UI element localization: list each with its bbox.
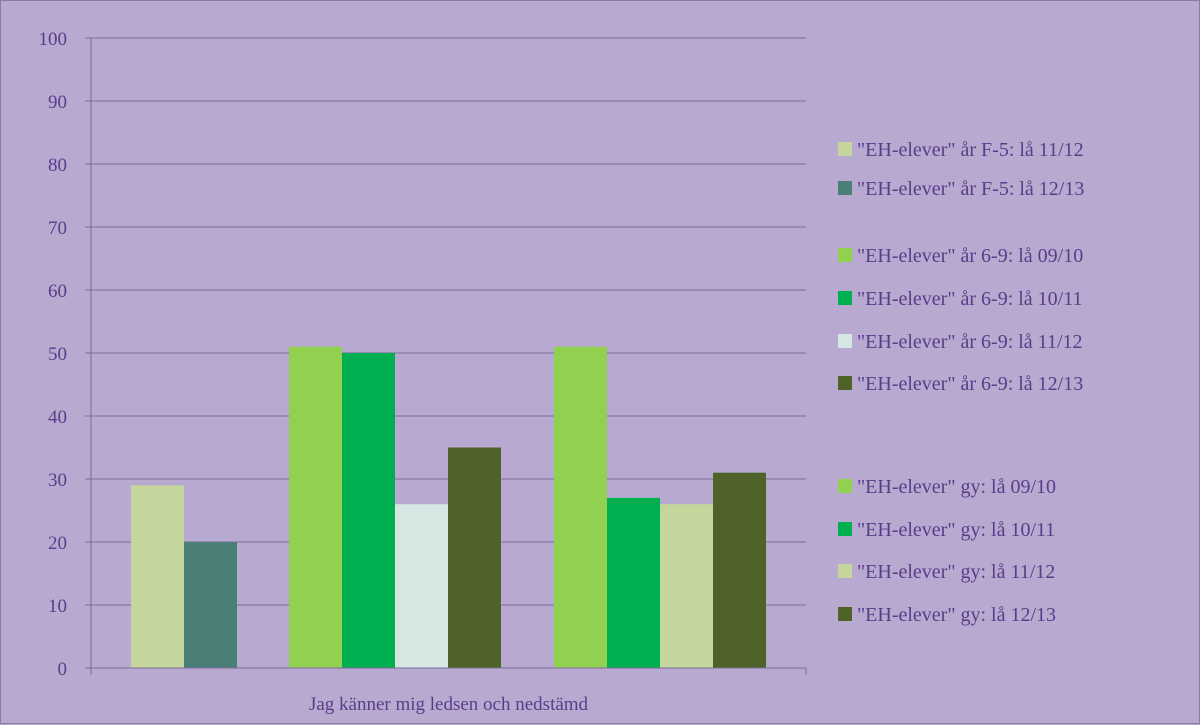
legend-label: "EH-elever" år F-5: lå 12/13	[857, 178, 1084, 200]
bars	[131, 346, 766, 668]
bar	[448, 447, 501, 668]
legend-label: "EH-elever" gy: lå 09/10	[857, 476, 1056, 498]
bar	[342, 353, 395, 668]
legend-swatch	[838, 564, 852, 578]
bar	[607, 497, 660, 668]
y-tick-label: 30	[48, 470, 67, 491]
y-tick-label: 90	[48, 92, 67, 113]
legend-label: "EH-elever" gy: lå 11/12	[857, 561, 1055, 583]
y-tick-label: 40	[48, 407, 67, 428]
legend-swatch	[838, 291, 852, 305]
y-tick-label: 50	[48, 344, 67, 365]
legend-label: "EH-elever" år 6-9: lå 11/12	[857, 331, 1083, 353]
legend-label: "EH-elever" gy: lå 12/13	[857, 604, 1056, 626]
legend-swatch	[838, 376, 852, 390]
legend-swatch	[838, 607, 852, 621]
y-tick-label: 80	[48, 155, 67, 176]
legend-swatch	[838, 334, 852, 348]
legend-label: "EH-elever" år F-5: lå 11/12	[857, 139, 1084, 161]
y-tick-label: 0	[58, 659, 68, 680]
bar	[131, 485, 184, 668]
bar	[289, 346, 342, 668]
bar	[660, 504, 713, 668]
axes: 0 10 20 30 40 50 60 70 80 90 100 Jag känner mig led…	[39, 29, 807, 715]
legend-swatch	[838, 142, 852, 156]
legend-label: "EH-elever" år 6-9: lå 10/11	[857, 288, 1083, 310]
y-tick-label: 70	[48, 218, 67, 239]
legend-label: "EH-elever" år 6-9: lå 12/13	[857, 373, 1083, 395]
y-tick-label: 20	[48, 533, 67, 554]
y-tick-label: 60	[48, 281, 67, 302]
legend-swatch	[838, 522, 852, 536]
legend-swatch	[838, 248, 852, 262]
legend-swatch	[838, 181, 852, 195]
legend-swatch	[838, 479, 852, 493]
bar	[395, 504, 448, 668]
bar	[554, 346, 607, 668]
x-category-label: Jag känner mig ledsen och nedstämd	[309, 694, 589, 715]
legend-label: "EH-elever" gy: lå 10/11	[857, 519, 1055, 541]
legend-label: "EH-elever" år 6-9: lå 09/10	[857, 245, 1083, 267]
bar	[713, 472, 766, 668]
y-tick-label: 10	[48, 596, 67, 617]
legend: "EH-elever" år F-5: lå 11/12 "EH-elever" …	[838, 139, 1084, 626]
y-tick-label: 100	[39, 29, 68, 50]
bar	[184, 542, 237, 668]
